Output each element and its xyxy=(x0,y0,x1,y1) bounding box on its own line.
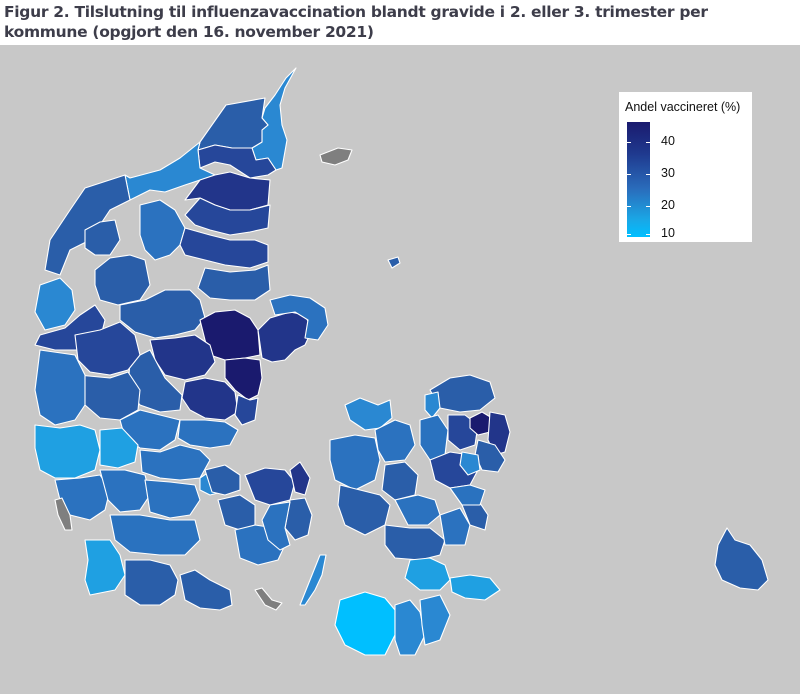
denmark-choropleth-map xyxy=(34,67,769,656)
region-vejen xyxy=(99,469,151,513)
region-rebild xyxy=(179,227,269,269)
legend-label-20: 20 xyxy=(661,198,675,212)
legend-label-10: 10 xyxy=(661,226,675,240)
figure-title: Figur 2. Tilslutning til influenzavaccin… xyxy=(4,3,708,41)
region-kobenhavn-vest xyxy=(459,451,481,476)
region-frederikssund xyxy=(419,414,449,461)
region-slagelse xyxy=(337,484,391,536)
legend-colorbar xyxy=(627,122,650,237)
region-holstebro xyxy=(74,321,141,376)
region-middelfart xyxy=(204,464,241,496)
region-jammerbugt xyxy=(124,141,216,201)
legend-tick-30-right xyxy=(646,174,650,175)
legend-tick-20-left xyxy=(627,206,631,207)
region-odder xyxy=(234,394,259,426)
region-billund xyxy=(99,427,139,469)
region-aalborg-south xyxy=(184,197,271,236)
region-anholt xyxy=(387,256,401,269)
region-sorø xyxy=(381,461,419,501)
region-guldborgsund xyxy=(394,599,426,656)
region-herning xyxy=(77,371,141,421)
legend-tick-20-right xyxy=(646,206,650,207)
region-favrskov xyxy=(149,334,216,381)
region-vordingborg xyxy=(404,557,451,591)
region-langeland xyxy=(299,554,327,606)
region-naestved xyxy=(384,524,446,561)
region-kolding xyxy=(144,479,201,519)
region-kerteminde xyxy=(289,461,311,496)
region-faxe xyxy=(439,507,471,546)
region-vejle xyxy=(139,444,211,481)
region-greve-koge xyxy=(449,484,486,506)
region-horsens xyxy=(177,419,239,449)
legend-tick-10-right xyxy=(646,234,650,235)
legend-tick-30-left xyxy=(627,174,631,175)
region-djurs-northeast xyxy=(269,294,329,341)
legend-label-40: 40 xyxy=(661,134,675,148)
region-skanderborg xyxy=(181,377,239,421)
region-brondersley xyxy=(197,144,277,179)
legend-title: Andel vaccineret (%) xyxy=(625,100,741,114)
region-sonderborg xyxy=(179,569,233,611)
region-vesthimmerland xyxy=(139,199,186,261)
region-fano-nodata xyxy=(54,497,73,531)
region-norddjurs xyxy=(257,311,313,363)
color-legend: Andel vaccineret (%) 40 30 20 10 xyxy=(619,92,752,242)
region-ringkobing xyxy=(34,349,86,426)
region-aabenraa xyxy=(124,559,179,606)
region-assens xyxy=(217,494,256,531)
legend-tick-40-right xyxy=(646,142,650,143)
region-aero-nodata xyxy=(254,587,283,611)
region-viborg xyxy=(119,289,206,339)
region-odense xyxy=(244,467,296,506)
region-lolland xyxy=(334,591,396,656)
region-bornholm xyxy=(714,527,769,591)
region-mon xyxy=(449,574,501,601)
region-thisted xyxy=(44,174,131,276)
region-odsherred xyxy=(344,397,393,431)
region-ringsted xyxy=(394,494,441,526)
region-aarhus xyxy=(224,357,263,401)
region-holbaek xyxy=(374,419,416,463)
region-kalundborg xyxy=(329,434,381,491)
legend-label-30: 30 xyxy=(661,166,675,180)
region-morsoe xyxy=(84,219,121,256)
region-tonder xyxy=(84,539,126,596)
legend-tick-10-left xyxy=(627,234,631,235)
region-samso-nodata xyxy=(319,147,353,166)
region-varde xyxy=(34,424,101,479)
region-hjorring xyxy=(197,97,269,151)
region-mariagerfjord xyxy=(197,264,271,301)
region-struer-west xyxy=(34,277,76,331)
legend-tick-40-left xyxy=(627,142,631,143)
region-falster-east xyxy=(419,594,451,646)
region-fredensborg-hillerod xyxy=(429,374,496,413)
region-haderslev xyxy=(109,514,201,556)
region-svendborg xyxy=(261,501,291,551)
region-skive xyxy=(94,254,151,306)
region-halsnaes xyxy=(424,391,441,419)
